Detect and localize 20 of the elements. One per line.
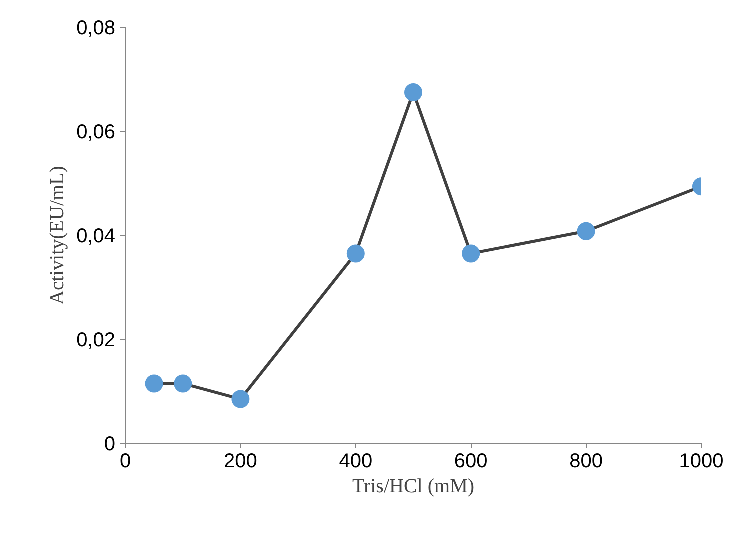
x-tick-label: 1000 bbox=[679, 450, 724, 472]
x-tick-label: 0 bbox=[120, 450, 132, 472]
y-tick-label: 0,08 bbox=[76, 18, 116, 40]
x-tick-label: 400 bbox=[339, 450, 373, 472]
x-axis-title: Tris/HCl (mM) bbox=[352, 476, 475, 498]
x-tick-label: 200 bbox=[224, 450, 258, 472]
point bbox=[346, 244, 365, 263]
point bbox=[145, 374, 164, 393]
y-axis-title: Activity(EU/mL) bbox=[46, 166, 69, 305]
y-tick-label: 0,06 bbox=[76, 122, 116, 144]
point bbox=[462, 244, 480, 263]
y-tick-label: 0,02 bbox=[76, 330, 116, 352]
point bbox=[404, 84, 422, 102]
y-tick-label: 0,04 bbox=[76, 226, 116, 248]
point bbox=[174, 374, 192, 393]
point bbox=[577, 222, 596, 240]
y-tick-label: 0 bbox=[104, 434, 116, 456]
point bbox=[232, 390, 250, 408]
x-tick-label: 600 bbox=[454, 450, 488, 472]
x-tick-label: 800 bbox=[570, 450, 603, 472]
